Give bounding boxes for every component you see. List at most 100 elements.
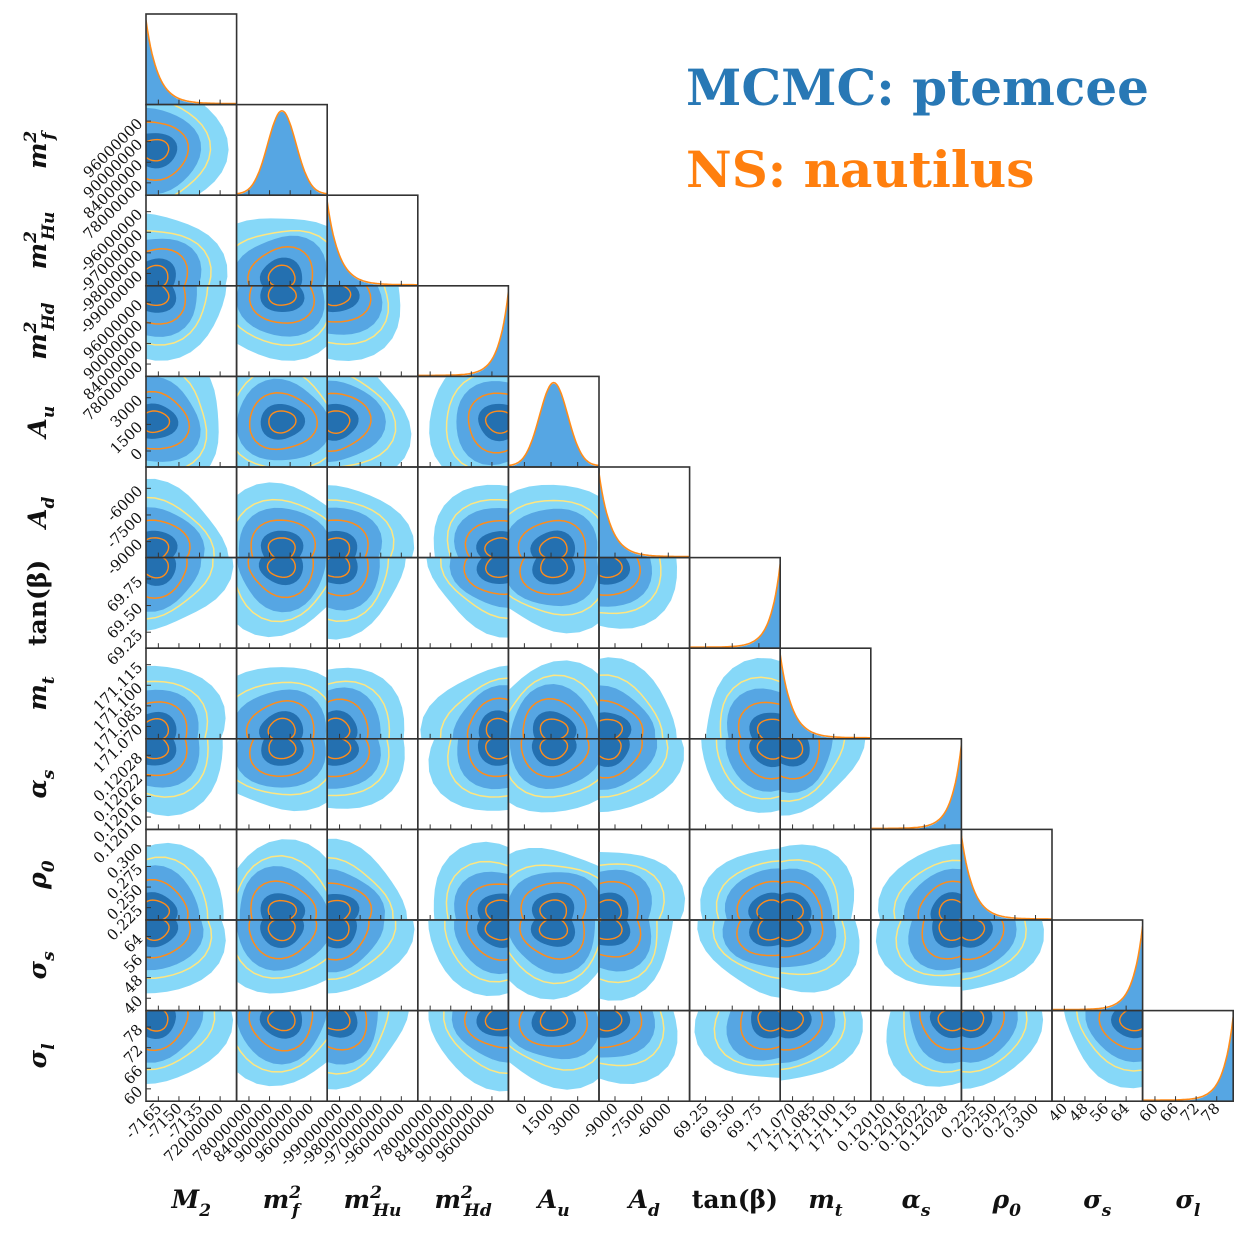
contour-panel-mt-sigmas <box>779 919 872 1012</box>
hist-mcmc-Au <box>508 383 599 467</box>
contour-panel-M2-Au <box>145 375 238 468</box>
contour-panel-mHu2-Au <box>326 375 419 468</box>
ns-contour-core <box>539 738 569 760</box>
ns-contour-outer <box>236 319 328 347</box>
ns-contour-outer <box>327 285 390 346</box>
ns-contour-core <box>485 717 509 739</box>
ns-contour-outer <box>146 680 209 739</box>
contour-1sigma <box>258 557 304 586</box>
contour-panel-M2-Ad <box>145 466 238 559</box>
ns-contour-outer <box>330 376 397 467</box>
contour-1sigma <box>532 557 575 585</box>
contour-1sigma <box>146 285 177 313</box>
ns-contour-inner <box>467 392 509 454</box>
ns-contour-inner <box>599 880 640 921</box>
hist-ns-Au <box>508 381 599 467</box>
ns-contour-outer <box>961 1010 1028 1073</box>
ns-contour-inner <box>146 557 188 599</box>
ns-contour-core <box>538 920 569 940</box>
ns-contour-outer <box>447 738 509 798</box>
contour-panel-mHd2-mt <box>416 647 510 740</box>
ns-contour-outer <box>146 496 215 558</box>
hist-panel-mt <box>779 647 872 740</box>
ns-contour-inner <box>780 920 824 958</box>
ns-contour-outer <box>715 738 781 800</box>
ns-contour-inner <box>961 920 1005 961</box>
contour-1sigma <box>599 738 630 767</box>
ns-contour-core <box>757 920 781 941</box>
contour-panel-Ad-mt <box>598 647 691 740</box>
hist-ns-Ad <box>599 473 690 558</box>
contour-1sigma <box>531 738 577 767</box>
ns-contour-core <box>756 738 781 760</box>
ns-contour-core <box>267 264 296 286</box>
ns-contour-inner <box>599 1010 643 1049</box>
ns-contour-inner <box>327 392 372 453</box>
contour-panel-mf2-mHd2 <box>235 284 329 378</box>
ns-contour-outer <box>236 855 328 896</box>
ns-contour-core <box>146 920 170 942</box>
ns-contour-outer <box>446 498 509 558</box>
contour-panel-mHu2-mt <box>326 647 419 740</box>
x-axis-label-mf2: m2 f <box>263 1183 302 1221</box>
ns-contour-inner <box>247 245 314 286</box>
contour-1sigma <box>260 285 305 312</box>
ns-contour-inner <box>467 738 509 778</box>
hist-mcmc-M2 <box>146 21 234 105</box>
ns-contour-inner <box>146 519 191 558</box>
ns-contour-core <box>146 138 170 162</box>
contour-panel-mHd2-sigmas <box>416 919 510 1012</box>
y-tick-label-Au: 0 <box>127 445 146 464</box>
ns-contour-core <box>599 920 623 940</box>
contour-panel-mf2-alphas <box>235 737 329 831</box>
ns-contour-core <box>146 738 170 760</box>
y-axis-label-Au: Au <box>23 406 59 440</box>
ns-contour-outer <box>903 1010 962 1073</box>
hist-panel-sigmas <box>1051 919 1144 1012</box>
ns-contour-outer <box>146 856 209 921</box>
ns-contour-inner <box>737 701 781 739</box>
x-axis-label-tanbeta: tan(β) <box>692 1185 778 1214</box>
ns-contour-core <box>267 1010 296 1032</box>
contour-1sigma <box>259 257 303 286</box>
contour-panel-tanbeta-mt <box>688 647 781 740</box>
ns-contour-outer <box>444 920 509 983</box>
ns-contour-outer <box>780 738 846 803</box>
ns-contour-core <box>146 537 170 558</box>
contour-1sigma <box>530 530 576 558</box>
contour-panel-mt-alphas <box>779 737 872 831</box>
ns-contour-outer <box>599 920 658 984</box>
contour-panel-M2-mHu2 <box>145 194 238 287</box>
ns-contour-inner <box>921 920 962 960</box>
contour-1sigma <box>327 403 359 441</box>
ns-contour-outer <box>236 776 328 796</box>
ns-contour-inner <box>248 392 319 451</box>
ns-contour-outer <box>236 681 328 703</box>
ns-contour-inner <box>327 1010 368 1051</box>
ns-contour-outer <box>599 863 665 921</box>
ns-contour-outer <box>713 1010 781 1067</box>
ns-contour-outer <box>146 920 213 980</box>
hist-ns-alphas <box>870 744 962 830</box>
ns-contour-inner <box>250 519 317 558</box>
ns-contour-outer <box>236 1037 328 1073</box>
hist-ns-sigmal <box>1142 1016 1234 1101</box>
contour-1sigma <box>531 1010 576 1037</box>
ns-contour-core <box>267 537 296 558</box>
ns-contour-inner <box>327 698 369 739</box>
y-axis-label-rho0: ρ0 <box>23 860 59 890</box>
contour-panel-mf2-Ad <box>235 466 329 559</box>
contour-panel-mHu2-alphas <box>326 737 419 831</box>
ns-contour-outer <box>599 557 662 615</box>
hist-ns-M2 <box>146 20 237 105</box>
ns-contour-core <box>267 717 296 739</box>
ns-contour-core <box>485 738 509 760</box>
ns-contour-core <box>327 899 351 921</box>
contour-panel-mf2-mt <box>235 647 329 740</box>
ns-contour-outer <box>146 1010 216 1071</box>
contour-2sigma <box>237 557 326 613</box>
contour-panel-Au-Ad <box>507 466 600 559</box>
hist-panel-alphas <box>869 737 963 831</box>
ns-contour-outer <box>327 499 395 558</box>
y-axis-label-mHu2: m2Hu <box>21 212 59 270</box>
